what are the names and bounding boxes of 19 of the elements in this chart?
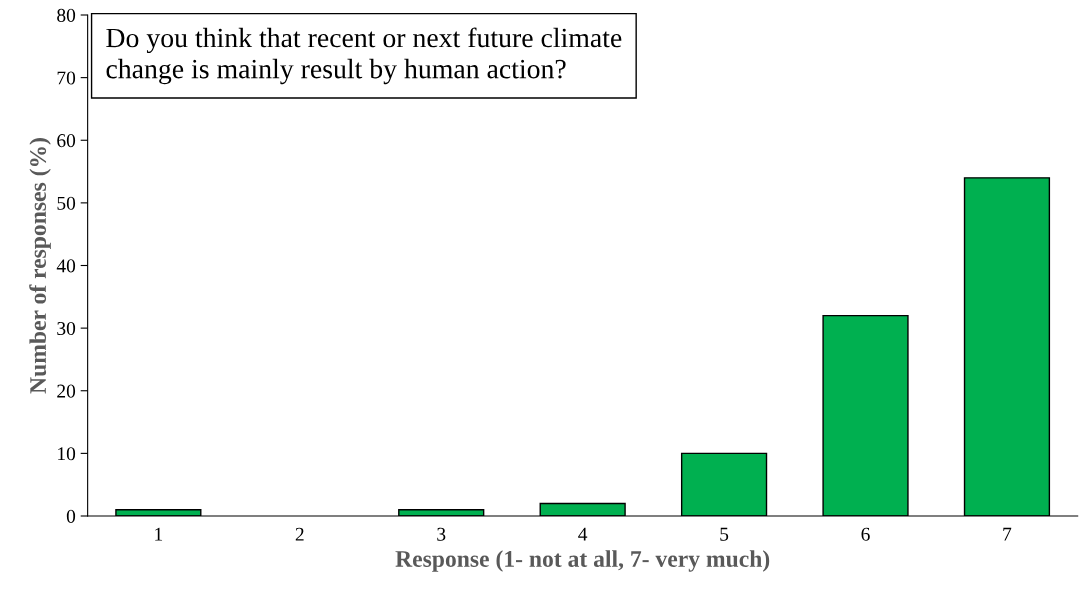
y-tick-label: 60 [57,134,76,148]
y-tick-label: 0 [66,509,76,523]
y-tick-label: 20 [57,384,76,398]
x-axis-title: Response (1- not at all, 7- very much) [395,550,770,572]
x-tick-label: 1 [155,527,163,541]
y-tick-label: 40 [56,259,76,273]
x-tick-label: 5 [720,527,729,541]
x-tick-label: 3 [437,527,446,541]
y-tick-label: 50 [57,196,76,210]
y-tick-label: 30 [57,321,76,336]
y-axis-title: Number of responses (%) [29,138,51,394]
y-tick-label: 80 [57,8,76,22]
y-tick-label: 10 [58,447,76,461]
x-tick-label: 4 [578,527,588,541]
text: Do you think that recent or next future climate change is mainly result by human action? [106,27,622,85]
x-tick-label: 6 [861,527,870,541]
x-tick-label: 7 [1003,527,1012,541]
y-tick-label: 70 [57,71,76,85]
x-tick-label: 2 [295,527,304,541]
